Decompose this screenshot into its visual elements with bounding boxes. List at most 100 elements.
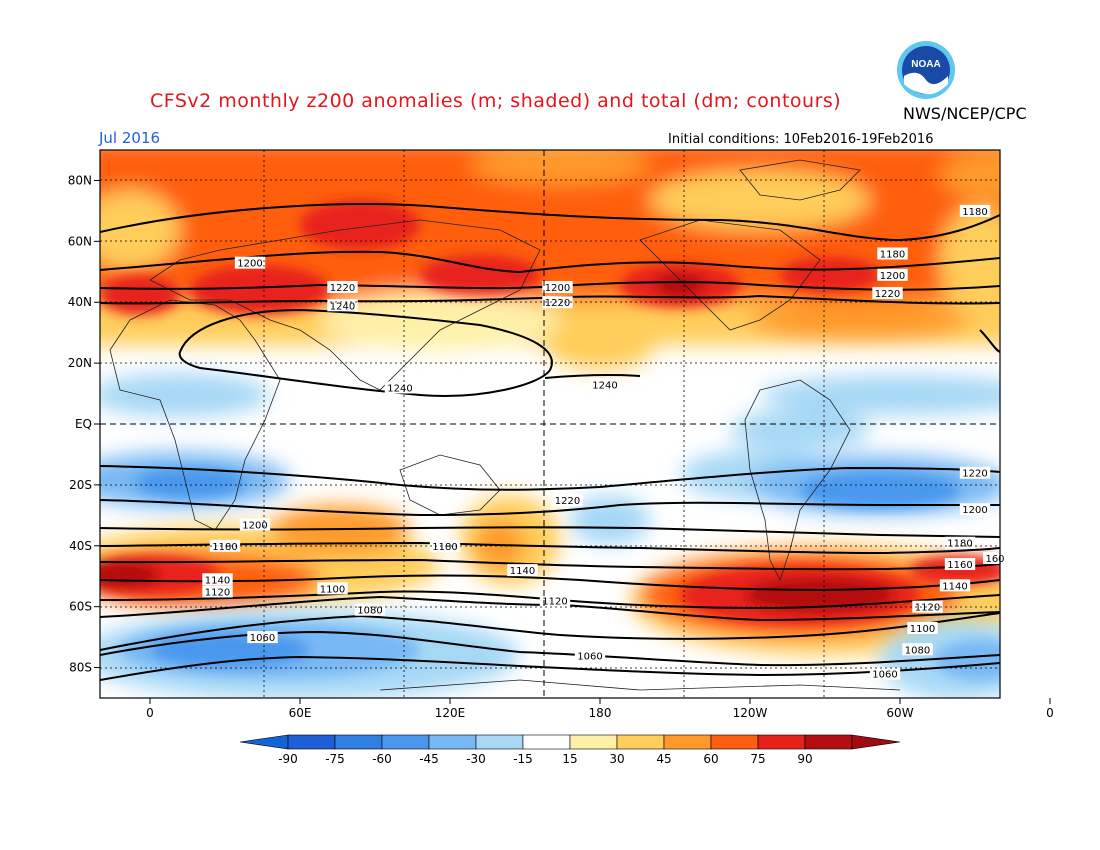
- svg-text:160: 160: [985, 554, 1004, 565]
- svg-text:1220: 1220: [545, 298, 570, 309]
- colorbar-segment: [569, 734, 618, 750]
- contour-labels: 1180 1200 1220 1240 1200 1220 1180 1200 1220 1240…: [202, 204, 1007, 681]
- svg-text:1180: 1180: [212, 542, 237, 553]
- svg-text:1160: 1160: [947, 560, 972, 571]
- colorbar-segment: [287, 734, 336, 750]
- month-label: Jul 2016: [99, 129, 161, 147]
- svg-text:1140: 1140: [942, 581, 967, 592]
- contour-label: 1240: [327, 299, 358, 312]
- contour-label: 1120: [202, 585, 233, 598]
- colorbar-segment: [757, 734, 806, 750]
- svg-text:1220: 1220: [875, 289, 900, 300]
- lon-label: 60W: [886, 706, 913, 720]
- lat-label: 80N: [68, 173, 92, 187]
- contour-label: 1180: [959, 204, 991, 218]
- svg-text:1120: 1120: [205, 587, 230, 598]
- lon-label: 180: [589, 706, 612, 720]
- contour-label: 1160: [944, 558, 976, 571]
- map-title: CFSv2 monthly z200 anomalies (m; shaded)…: [150, 90, 842, 112]
- colorbar-segment: [428, 734, 477, 750]
- colorbar-tick-label: -45: [419, 752, 439, 766]
- longitude-axis: 0 60E 120E 180 120W 60W 0: [146, 698, 1054, 720]
- svg-text:1240: 1240: [387, 383, 412, 394]
- gridlines: [100, 150, 1000, 698]
- initial-conditions-label: Initial conditions: 10Feb2016-19Feb2016: [668, 132, 934, 147]
- coastlines: [109, 159, 901, 691]
- svg-text:1060: 1060: [577, 651, 602, 662]
- colorbar-tick-label: -30: [466, 752, 486, 766]
- colorbar-tick-label: -60: [372, 752, 392, 766]
- noaa-logo-text: NOAA: [911, 59, 940, 70]
- svg-text:1060: 1060: [872, 670, 897, 681]
- svg-text:1060: 1060: [250, 633, 275, 644]
- colorbar-tick-label: -75: [325, 752, 345, 766]
- svg-text:1180: 1180: [947, 539, 972, 550]
- colorbar-segment: [475, 734, 524, 750]
- svg-text:1200: 1200: [545, 283, 570, 294]
- contour-label: 1200: [877, 268, 908, 282]
- contour-label: 1140: [202, 573, 233, 586]
- contour-label: 1100: [317, 582, 348, 595]
- lon-label: 120E: [435, 706, 466, 720]
- lat-label: 60S: [69, 600, 92, 614]
- colorbar-tick-label: -90: [278, 752, 298, 766]
- svg-text:1240: 1240: [592, 380, 617, 391]
- contour-label: 1140: [507, 564, 538, 577]
- svg-text:1120: 1120: [915, 603, 940, 614]
- colorbar-tick-label: 30: [609, 752, 624, 766]
- svg-text:1180: 1180: [880, 250, 905, 261]
- colorbar-segment: [804, 734, 853, 750]
- svg-text:1100: 1100: [320, 584, 345, 595]
- svg-text:1180: 1180: [962, 207, 987, 218]
- contour-label: 160: [983, 551, 1007, 565]
- lon-label: 120W: [733, 706, 768, 720]
- contour-label: 1120: [539, 594, 571, 608]
- svg-text:1200: 1200: [962, 505, 987, 516]
- contour-label: 1220: [959, 466, 991, 480]
- latitude-axis: 80N 60N 40N 20N EQ 20S 40S 60S 80S: [68, 173, 100, 675]
- colorbar-tick-label: -15: [513, 752, 533, 766]
- contour-label: 1060: [574, 649, 606, 662]
- colorbar-segment: [710, 734, 759, 750]
- lat-label: 40S: [69, 539, 92, 553]
- contour-label: 1220: [552, 494, 583, 507]
- svg-text:1180: 1180: [432, 542, 457, 553]
- colorbar: -90 -75 -60 -45 -30 -15 15 30 45 60 75 90: [239, 734, 901, 766]
- lat-label: 20S: [69, 478, 92, 492]
- svg-text:1100: 1100: [910, 624, 935, 635]
- svg-text:1200: 1200: [237, 259, 262, 270]
- noaa-logo: NOAA: [896, 40, 956, 100]
- contour-label: 1200: [234, 256, 266, 270]
- svg-text:1200: 1200: [880, 271, 905, 282]
- contour-label: 1220: [872, 287, 903, 300]
- colorbar-segment: [381, 734, 430, 750]
- svg-text:1220: 1220: [962, 469, 987, 480]
- lat-label: 20N: [68, 356, 92, 370]
- lat-label: 60N: [68, 234, 92, 248]
- lat-label: EQ: [75, 417, 92, 431]
- lon-label: 0: [146, 706, 154, 720]
- contour-label: 1240: [589, 378, 621, 391]
- svg-text:1240: 1240: [330, 301, 355, 312]
- contour-label: 1220: [327, 281, 358, 294]
- contour-label: 1060: [247, 631, 278, 644]
- svg-text:1220: 1220: [330, 283, 355, 294]
- svg-text:1080: 1080: [357, 606, 382, 617]
- contour-label: 1140: [939, 579, 971, 592]
- colorbar-tick-label: 15: [562, 752, 577, 766]
- agency-label: NWS/NCEP/CPC: [903, 104, 1027, 123]
- svg-text:1140: 1140: [205, 575, 230, 586]
- svg-text:1120: 1120: [542, 597, 567, 608]
- contour-label: 1080: [354, 603, 386, 617]
- contour-label: 1060: [869, 667, 901, 681]
- colorbar-tick-label: 75: [750, 752, 765, 766]
- contour-label: 1180: [944, 536, 976, 550]
- colorbar-tick-label: 90: [797, 752, 812, 766]
- contour-label: 1220: [542, 296, 573, 309]
- svg-text:1080: 1080: [905, 645, 930, 656]
- svg-text:1200: 1200: [242, 520, 267, 531]
- colorbar-high-arrow: [851, 734, 901, 750]
- contour-label: 1100: [907, 621, 938, 635]
- colorbar-low-arrow: [239, 734, 289, 750]
